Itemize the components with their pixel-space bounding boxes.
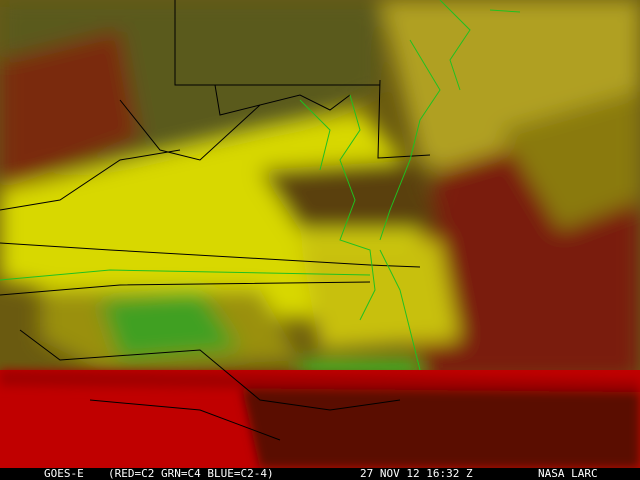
- satellite-label: GOES-E: [44, 467, 84, 480]
- satellite-image: [0, 0, 640, 468]
- coastline-county-lines: [0, 0, 521, 371]
- image-caption-bar: GOES-E (RED=C2 GRN=C4 BLUE=C2-4) 27 NOV …: [0, 468, 640, 480]
- state-borders: [0, 0, 431, 441]
- datetime-label: 27 NOV 12 16:32 Z: [360, 467, 473, 480]
- channel-label: (RED=C2 GRN=C4 BLUE=C2-4): [108, 467, 274, 480]
- source-label: NASA LARC: [538, 467, 598, 480]
